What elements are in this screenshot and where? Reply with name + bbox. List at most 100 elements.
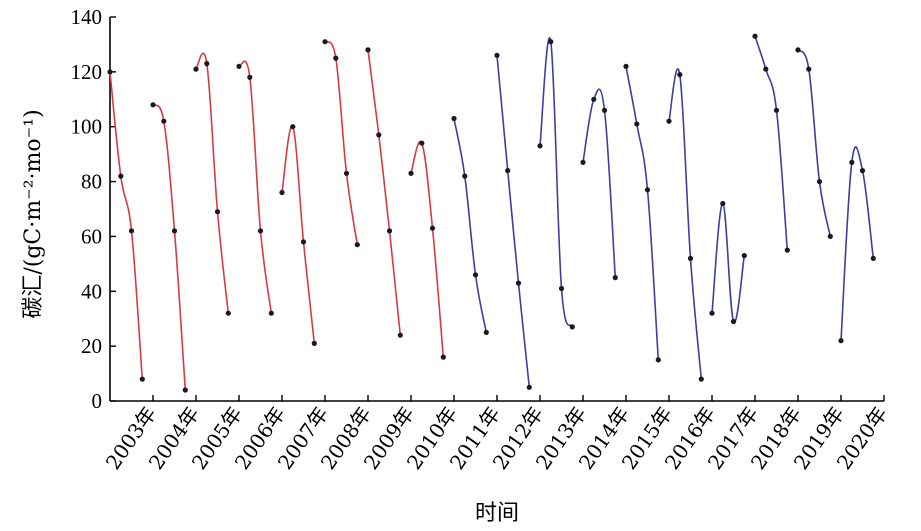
series-2017年 — [709, 200, 747, 325]
data-point — [150, 102, 156, 108]
data-point — [537, 143, 543, 149]
data-point — [859, 168, 866, 174]
data-point — [279, 189, 285, 196]
series-2013年 — [537, 37, 575, 330]
series-line — [797, 49, 832, 237]
data-point — [311, 340, 317, 346]
data-point — [838, 338, 844, 344]
data-point — [236, 63, 242, 69]
y-tick-label: 0 — [92, 389, 103, 413]
y-tick-label: 140 — [71, 5, 103, 29]
series-line — [238, 60, 273, 314]
data-point — [257, 228, 264, 234]
series-line — [668, 68, 703, 380]
data-point — [365, 47, 371, 53]
y-tick-label: 40 — [81, 279, 102, 303]
data-point — [107, 69, 113, 75]
data-point — [225, 310, 231, 316]
data-point — [569, 324, 575, 330]
data-point — [687, 255, 694, 261]
data-point — [472, 272, 479, 278]
data-point — [806, 66, 812, 72]
data-point — [795, 47, 801, 53]
series-line — [840, 146, 875, 341]
data-point — [386, 228, 393, 234]
data-point — [300, 239, 307, 245]
data-point — [752, 33, 758, 39]
series-2007年 — [279, 124, 317, 346]
data-point — [816, 179, 823, 185]
series-line — [754, 35, 789, 251]
data-point — [128, 228, 135, 234]
data-point — [440, 354, 446, 360]
series-2014年 — [580, 88, 618, 281]
y-axis-title: 碳汇/(gC·m⁻²·mo⁻¹) — [21, 109, 46, 318]
series-line — [109, 71, 144, 380]
data-point — [526, 384, 532, 390]
data-point — [709, 310, 715, 316]
x-axis-ticks: 2003年2004年2005年2006年2007年2008年2009年2010年… — [101, 395, 892, 474]
data-point — [118, 173, 124, 179]
data-point — [419, 140, 425, 146]
y-tick-label: 80 — [81, 170, 102, 194]
data-point — [182, 387, 188, 393]
series-line — [195, 52, 230, 314]
data-point — [763, 66, 769, 72]
data-point — [268, 310, 274, 316]
data-point — [515, 280, 522, 286]
series-2009年 — [365, 47, 403, 338]
data-point — [322, 39, 328, 45]
data-point — [462, 173, 468, 179]
series-line — [496, 55, 531, 388]
series-2010年 — [408, 140, 446, 360]
data-point — [612, 275, 618, 281]
data-point — [408, 170, 414, 176]
series-2016年 — [666, 68, 704, 382]
y-tick-label: 20 — [81, 334, 102, 358]
data-point — [558, 285, 565, 292]
data-point — [397, 332, 403, 338]
series-2011年 — [451, 115, 489, 335]
data-point — [849, 159, 855, 165]
data-point — [204, 61, 210, 67]
data-point — [655, 357, 661, 363]
data-point — [784, 247, 790, 253]
series-2008年 — [322, 39, 360, 248]
data-point — [451, 115, 457, 122]
data-point — [666, 118, 672, 124]
data-point — [429, 225, 436, 231]
data-point — [580, 159, 586, 165]
series-2018年 — [752, 33, 790, 253]
data-point — [161, 118, 167, 124]
data-point — [483, 329, 489, 335]
data-point — [494, 52, 500, 59]
data-point — [505, 168, 511, 174]
y-tick-label: 100 — [71, 115, 103, 139]
data-point — [247, 74, 253, 80]
data-point — [634, 121, 640, 127]
data-point — [193, 66, 199, 72]
series-2003年 — [107, 69, 145, 382]
data-point — [139, 376, 145, 382]
series-line — [410, 140, 445, 358]
data-point — [741, 253, 747, 259]
data-point — [343, 170, 350, 176]
data-point — [623, 63, 629, 69]
data-point — [548, 39, 554, 45]
x-axis-title: 时间 — [475, 501, 519, 526]
series-2015年 — [623, 63, 661, 363]
data-point — [290, 124, 296, 130]
series-2004年 — [150, 102, 188, 393]
series-line — [582, 88, 617, 278]
data-point — [376, 132, 382, 138]
data-point — [870, 255, 876, 261]
data-point — [354, 242, 360, 248]
y-tick-label: 60 — [81, 224, 102, 248]
series-line — [453, 118, 488, 333]
series-2019年 — [795, 47, 833, 239]
y-axis-ticks: 0 20 40 60 80 100 120 140 — [71, 5, 116, 413]
series-line — [152, 104, 187, 391]
data-point — [827, 233, 833, 239]
series-2006年 — [236, 60, 274, 316]
